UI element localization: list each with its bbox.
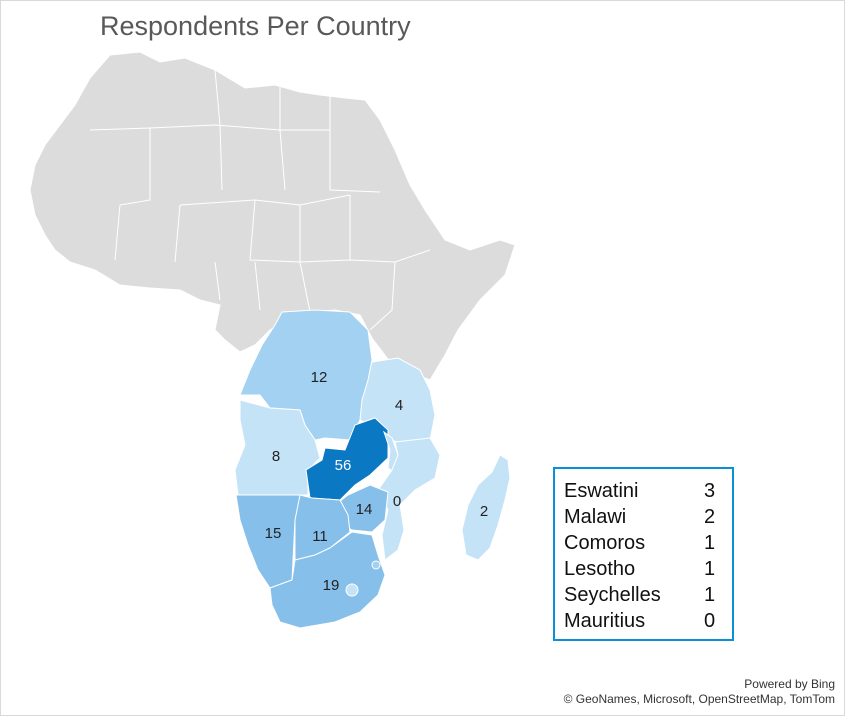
- region-lesotho: [345, 583, 359, 597]
- map-label-tanzania: 4: [395, 397, 403, 414]
- map-label-madagascar: 2: [480, 503, 488, 520]
- map-attribution: © GeoNames, Microsoft, OpenStreetMap, To…: [563, 692, 835, 706]
- map-label-south-africa: 19: [323, 577, 340, 594]
- legend-box: Eswatini 3 Malawi 2 Comoros 1 Lesotho 1 …: [553, 467, 734, 641]
- legend-value: 1: [704, 558, 716, 580]
- region-botswana: [294, 494, 351, 561]
- region-eswatini: [371, 560, 381, 570]
- legend-country: Lesotho: [564, 558, 636, 580]
- legend-row: Lesotho 1: [564, 556, 732, 582]
- map-label-botswana: 11: [312, 528, 328, 545]
- legend-value: 3: [704, 480, 716, 502]
- legend-country: Mauritius: [564, 610, 646, 632]
- legend-row: Seychelles 1: [564, 582, 732, 608]
- map-label-drc: 12: [311, 369, 328, 386]
- legend-country: Malawi: [564, 506, 627, 528]
- map-title: Respondents Per Country: [100, 11, 411, 41]
- map-label-zimbabwe: 14: [356, 501, 373, 518]
- region-south-africa: [269, 531, 386, 629]
- region-madagascar: [461, 454, 511, 561]
- map-label-angola: 8: [272, 448, 280, 465]
- legend-value: 2: [704, 506, 716, 528]
- legend-row: Eswatini 3: [564, 478, 732, 504]
- legend-value: 1: [704, 584, 716, 606]
- map-label-namibia: 15: [265, 525, 282, 542]
- legend-value: 0: [704, 610, 716, 632]
- legend-country: Comoros: [564, 532, 646, 554]
- map-label-mozambique: 0: [393, 493, 401, 510]
- legend-value: 1: [704, 532, 716, 554]
- legend-country: Seychelles: [564, 584, 661, 606]
- bing-credit: Powered by Bing: [744, 677, 835, 691]
- legend-row: Malawi 2: [564, 504, 732, 530]
- africa-land-north: [29, 51, 516, 381]
- legend-row: Mauritius 0: [564, 608, 732, 634]
- region-drc: [239, 309, 373, 441]
- map-label-zambia: 56: [335, 457, 352, 474]
- legend-country: Eswatini: [564, 480, 639, 502]
- legend-row: Comoros 1: [564, 530, 732, 556]
- region-mozambique: [377, 437, 441, 561]
- country-borders: [89, 69, 431, 331]
